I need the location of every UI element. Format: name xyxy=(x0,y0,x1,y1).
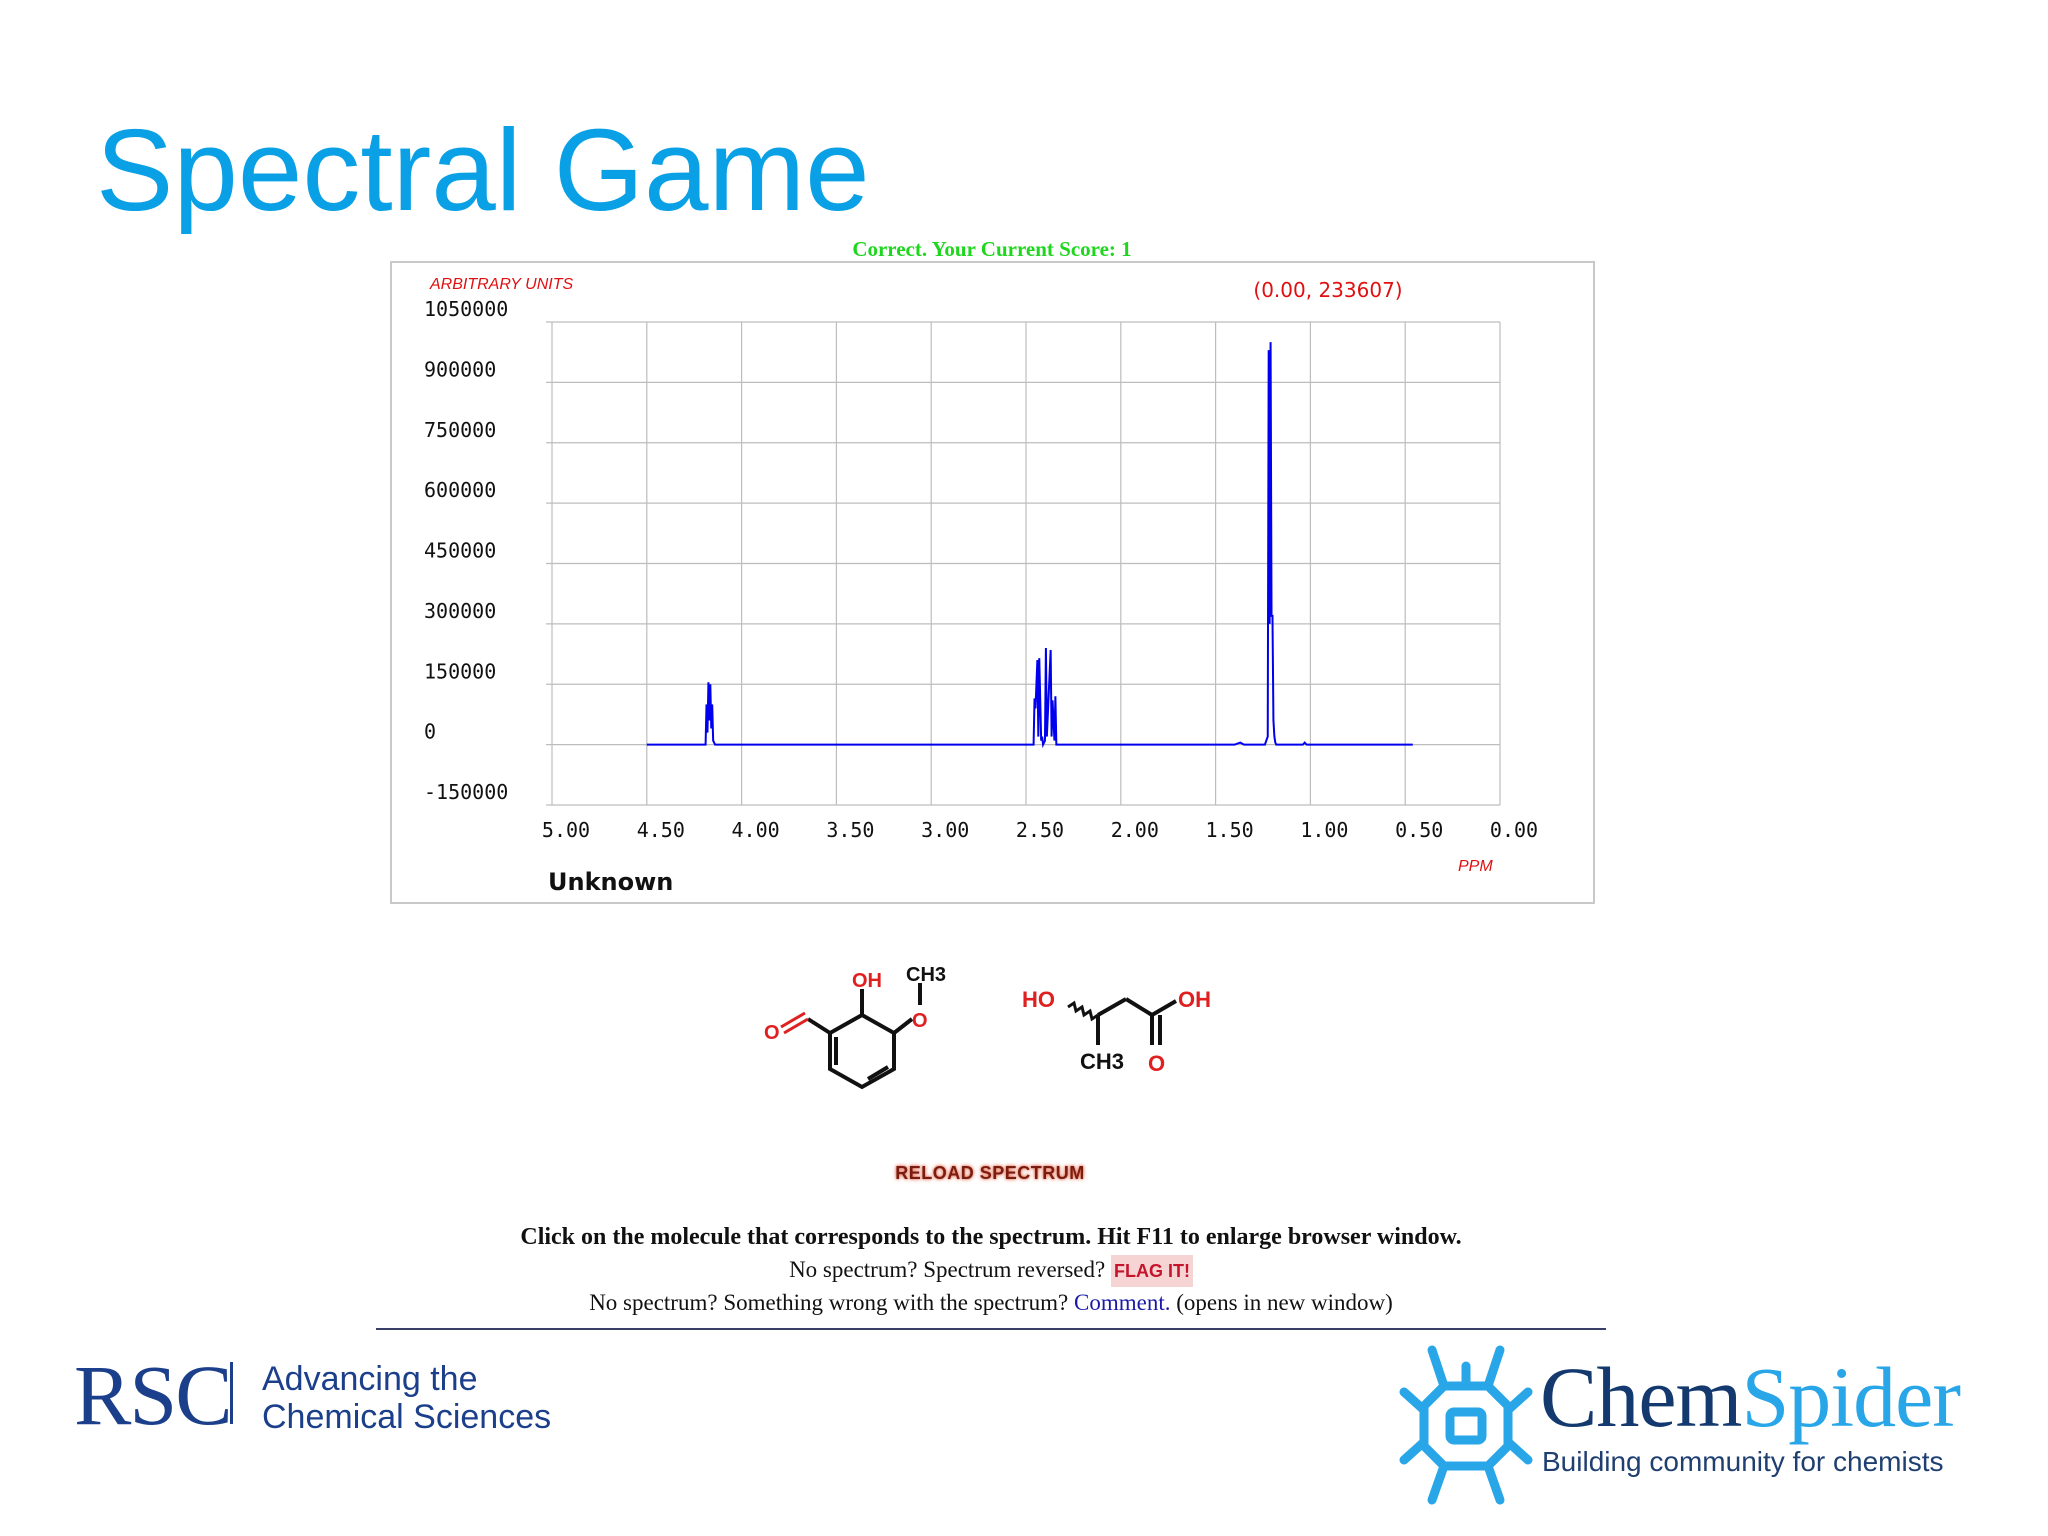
rsc-tagline-line-1: Advancing the xyxy=(262,1360,478,1398)
flag-prefix-text: No spectrum? Spectrum reversed? xyxy=(789,1257,1106,1282)
x-tick-label: 0.00 xyxy=(1490,818,1538,842)
reload-spectrum-button[interactable]: RELOAD SPECTRUM xyxy=(895,1163,1085,1183)
instructions-block: Click on the molecule that corresponds t… xyxy=(376,1220,1606,1319)
instruction-text: Click on the molecule that corresponds t… xyxy=(520,1224,1462,1250)
hydroxyl-label: OH xyxy=(852,970,882,992)
methyl-label: CH3 xyxy=(1080,1049,1124,1074)
x-axis-label: PPM xyxy=(1458,858,1493,875)
x-tick-label: 2.00 xyxy=(1111,818,1159,842)
flag-line: No spectrum? Spectrum reversed? FLAG IT! xyxy=(376,1254,1606,1287)
sample-name: Unknown xyxy=(548,868,673,896)
chemspider-logo: ChemSpider Building community for chemis… xyxy=(1390,1330,1990,1530)
y-tick-label: -150000 xyxy=(424,780,508,804)
x-tick-label: 4.50 xyxy=(637,818,685,842)
spider-icon xyxy=(1399,1345,1533,1505)
rsc-divider xyxy=(230,1362,233,1424)
methoxy-o-label: O xyxy=(912,1010,928,1032)
x-tick-labels: 5.00 4.50 4.00 3.50 3.00 2.50 2.00 1.50 1.00 0.50… xyxy=(542,818,1538,842)
molecule-option-1[interactable]: OH CH3 O O xyxy=(760,955,960,1135)
score-message: Correct. Your Current Score: 1 xyxy=(852,237,1132,256)
x-tick-label: 4.00 xyxy=(732,818,780,842)
y-tick-label: 0 xyxy=(424,720,436,744)
comment-line: No spectrum? Something wrong with the sp… xyxy=(376,1287,1606,1319)
y-axis-label: ARBITRARY UNITS xyxy=(429,276,573,293)
hydroxyl-label-left: HO xyxy=(1022,987,1055,1012)
molecule-choices: OH CH3 O O HO OH CH3 O xyxy=(740,955,1260,1135)
chemspider-spider: Spider xyxy=(1741,1349,1961,1445)
rsc-wordmark: RSC xyxy=(74,1347,233,1443)
x-tick-label: 2.50 xyxy=(1016,818,1064,842)
slide-title: Spectral Game xyxy=(96,105,870,235)
y-tick-label: 300000 xyxy=(424,599,496,623)
x-tick-label: 0.50 xyxy=(1395,818,1443,842)
chart-grid xyxy=(546,321,1501,806)
chemspider-wordmark: ChemSpider xyxy=(1540,1349,1961,1445)
cursor-readout: (0.00, 233607) xyxy=(1253,278,1402,302)
y-tick-label: 450000 xyxy=(424,539,496,563)
comment-suffix-text: (opens in new window) xyxy=(1176,1290,1393,1315)
spectrum-viewer[interactable]: 1050000 900000 750000 600000 450000 300000 150… xyxy=(390,261,1595,904)
y-tick-labels: 1050000 900000 750000 600000 450000 300000 150… xyxy=(424,297,508,804)
y-tick-label: 750000 xyxy=(424,418,496,442)
methyl-label: CH3 xyxy=(906,964,946,986)
y-tick-label: 150000 xyxy=(424,659,496,683)
chemspider-tagline: Building community for chemists xyxy=(1542,1446,1944,1477)
carbonyl-o-label: O xyxy=(1148,1051,1165,1076)
hydroxyl-label-right: OH xyxy=(1178,987,1211,1012)
flag-it-button[interactable]: FLAG IT! xyxy=(1110,1255,1193,1287)
y-tick-label: 600000 xyxy=(424,478,496,502)
aldehyde-o-label: O xyxy=(764,1022,780,1044)
spectrum-series xyxy=(646,342,1413,749)
y-tick-label: 1050000 xyxy=(424,297,508,321)
wavy-stereo-bond xyxy=(1067,1000,1099,1022)
rsc-tagline-line-2: Chemical Sciences xyxy=(262,1398,552,1436)
rsc-logo: RSC Advancing the Chemical Sciences xyxy=(74,1350,574,1440)
x-tick-label: 3.50 xyxy=(826,818,874,842)
comment-prefix-text: No spectrum? Something wrong with the sp… xyxy=(589,1290,1069,1315)
x-tick-label: 1.00 xyxy=(1300,818,1348,842)
footer-divider xyxy=(376,1328,1606,1330)
chemspider-chem: Chem xyxy=(1540,1349,1742,1445)
molecule-option-2[interactable]: HO OH CH3 O xyxy=(1010,955,1240,1135)
x-tick-label: 5.00 xyxy=(542,818,590,842)
spectrum-chart[interactable]: 1050000 900000 750000 600000 450000 300000 150… xyxy=(392,263,1593,902)
comment-link[interactable]: Comment. xyxy=(1074,1290,1171,1315)
spectrum-trace-0 xyxy=(646,342,1413,749)
y-tick-label: 900000 xyxy=(424,357,496,381)
x-tick-label: 1.50 xyxy=(1206,818,1254,842)
rsc-tagline: Advancing the Chemical Sciences xyxy=(262,1360,551,1436)
x-tick-label: 3.00 xyxy=(921,818,969,842)
